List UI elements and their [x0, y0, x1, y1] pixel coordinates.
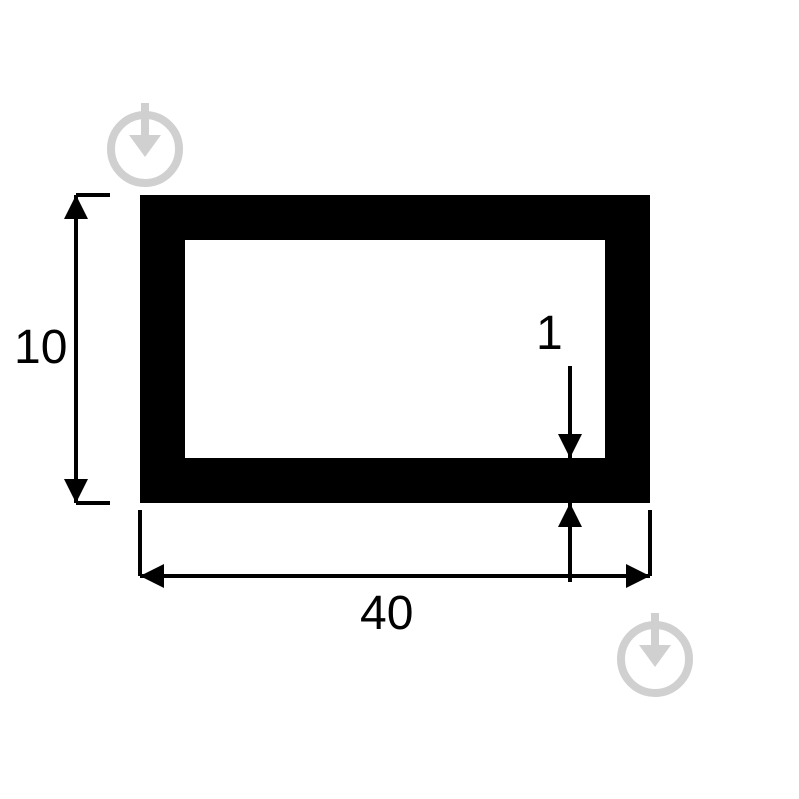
- dim-height-label: 10: [14, 320, 67, 375]
- dim-width-label: 40: [360, 586, 413, 641]
- dim-wall: [548, 360, 592, 590]
- technical-drawing: 10 40 1: [0, 0, 799, 799]
- watermark-icon: [99, 99, 191, 191]
- watermark-icon: [609, 609, 701, 701]
- dim-wall-label: 1: [536, 306, 563, 361]
